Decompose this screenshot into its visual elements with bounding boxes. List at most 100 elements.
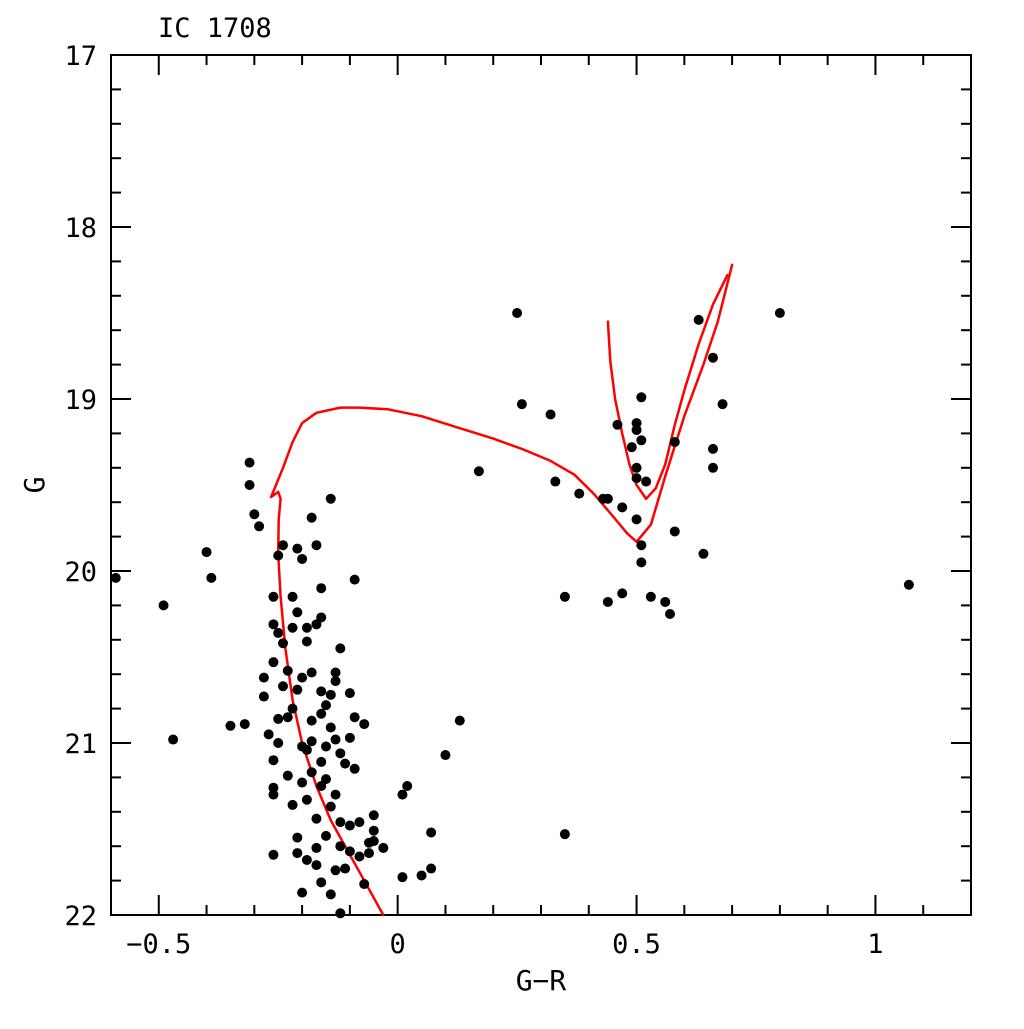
data-point <box>321 700 331 711</box>
data-point <box>325 801 336 812</box>
data-point <box>292 607 303 618</box>
data-point <box>278 540 288 551</box>
data-point <box>426 863 437 874</box>
data-point <box>631 473 642 484</box>
data-point <box>316 686 327 697</box>
data-point <box>325 493 336 504</box>
data-point <box>440 750 451 761</box>
data-point <box>325 689 336 700</box>
x-tick-label: −0.5 <box>126 929 191 960</box>
data-point <box>665 609 675 619</box>
data-point <box>301 854 312 865</box>
data-point <box>292 848 303 859</box>
data-point <box>297 887 308 898</box>
data-point <box>306 736 317 747</box>
data-point <box>282 770 293 781</box>
data-point <box>344 846 355 857</box>
data-point <box>258 691 269 702</box>
data-point <box>344 820 355 831</box>
data-points <box>110 308 914 919</box>
data-point <box>378 842 389 853</box>
data-point <box>292 684 303 695</box>
data-point <box>273 738 284 748</box>
data-point <box>278 638 288 649</box>
data-point <box>325 722 336 733</box>
data-point <box>344 688 355 699</box>
data-point <box>344 732 355 743</box>
data-point <box>330 667 341 678</box>
data-point <box>512 308 523 318</box>
data-point <box>330 676 341 687</box>
data-point <box>617 502 628 513</box>
data-point <box>708 352 718 363</box>
data-point <box>636 557 647 568</box>
data-point <box>301 622 312 633</box>
data-point <box>273 627 284 638</box>
data-point <box>292 543 303 554</box>
data-point <box>626 442 637 453</box>
data-point <box>297 672 308 683</box>
data-point <box>273 713 284 724</box>
data-point <box>349 763 360 774</box>
data-point <box>335 841 346 852</box>
data-point <box>335 643 346 654</box>
data-point <box>454 715 465 726</box>
data-point <box>239 719 250 730</box>
data-point <box>669 526 680 537</box>
data-point <box>340 758 351 769</box>
data-point <box>311 813 322 824</box>
data-point <box>282 712 293 723</box>
y-tick-label: 17 <box>64 41 97 72</box>
data-point <box>287 591 298 602</box>
tick-marks <box>110 54 972 916</box>
data-point <box>354 851 365 862</box>
isochrone-line-1 <box>269 263 734 917</box>
data-point <box>325 889 336 900</box>
data-point <box>774 308 785 318</box>
data-point <box>306 715 317 726</box>
data-point <box>645 591 656 602</box>
x-tick-label: 0 <box>390 929 406 960</box>
data-point <box>201 547 212 558</box>
data-point <box>359 879 370 890</box>
data-point <box>368 810 379 821</box>
data-point <box>559 591 570 602</box>
data-point <box>550 476 561 487</box>
data-point <box>602 596 613 607</box>
chart-title: IC 1708 <box>158 13 272 44</box>
data-point <box>316 877 327 888</box>
data-point <box>316 756 327 767</box>
data-point <box>364 848 374 859</box>
data-point <box>268 849 279 860</box>
data-point <box>306 512 317 523</box>
isochrone-line-2 <box>606 273 729 501</box>
data-point <box>631 424 642 435</box>
data-point <box>602 493 613 504</box>
data-point <box>335 748 346 759</box>
data-point <box>636 435 647 446</box>
data-point <box>316 583 327 594</box>
data-point <box>321 774 331 785</box>
data-point <box>516 399 527 410</box>
data-point <box>268 591 279 602</box>
data-point <box>244 480 255 490</box>
plot-frame <box>110 54 972 916</box>
data-point <box>301 794 312 805</box>
data-point <box>321 741 331 752</box>
data-point <box>268 782 279 793</box>
data-point <box>206 572 217 583</box>
data-point <box>717 399 728 410</box>
data-point <box>297 553 308 564</box>
data-point <box>545 409 556 420</box>
data-point <box>306 767 317 778</box>
data-point <box>278 681 288 692</box>
data-point <box>631 514 642 525</box>
y-tick-label: 20 <box>64 557 97 588</box>
data-point <box>641 476 652 487</box>
data-point <box>368 825 379 836</box>
x-tick-label: 1 <box>867 929 883 960</box>
data-point <box>359 719 370 730</box>
data-point <box>708 443 718 454</box>
